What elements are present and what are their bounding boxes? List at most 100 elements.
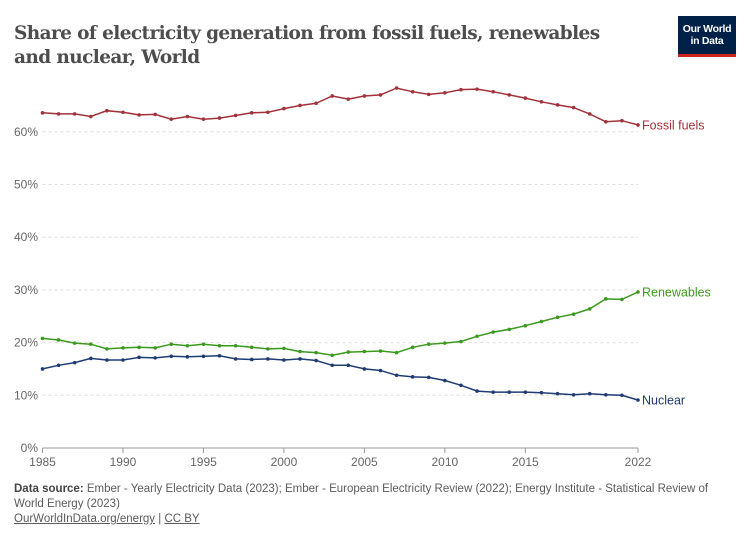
data-point-renewables (201, 342, 206, 346)
data-point-renewables (587, 307, 592, 311)
data-point-nuclear (362, 367, 367, 371)
data-point-nuclear (426, 375, 431, 380)
y-tick-label: 40% (14, 230, 38, 244)
data-point-fossil-fuels (636, 123, 640, 127)
source-label: Data source: (14, 483, 84, 495)
line-chart: 0% 10% 20% 30% 40% 50% 60% 1985 1990 1995 2000 2005… (14, 86, 711, 469)
data-point-fossil-fuels (282, 106, 286, 111)
data-point-nuclear (604, 392, 608, 397)
data-point-nuclear (153, 356, 157, 360)
data-point-nuclear (266, 357, 270, 361)
data-point-nuclear (201, 354, 206, 359)
data-point-fossil-fuels (314, 101, 318, 106)
footer: Data source: Ember - Yearly Electricity … (14, 482, 714, 527)
data-point-nuclear (346, 363, 351, 368)
data-point-fossil-fuels (539, 99, 544, 104)
data-point-fossil-fuels (426, 92, 431, 97)
data-point-renewables (491, 330, 495, 334)
data-point-fossil-fuels (394, 86, 399, 90)
data-point-fossil-fuels (105, 108, 109, 113)
data-point-renewables (169, 342, 174, 346)
y-tick-label: 50% (14, 178, 38, 192)
data-point-fossil-fuels (88, 114, 93, 119)
x-tick-label: 2015 (512, 455, 539, 469)
data-point-fossil-fuels (249, 111, 254, 115)
data-point-nuclear (40, 367, 45, 371)
data-point-fossil-fuels (620, 118, 624, 123)
data-point-fossil-fuels (233, 113, 238, 118)
chart-title: Share of electricity generation from fos… (14, 23, 600, 68)
data-point-renewables (56, 338, 61, 342)
data-point-fossil-fuels (491, 89, 495, 94)
data-point-nuclear (121, 358, 125, 362)
owid-logo[interactable]: Our World in Data (678, 16, 736, 57)
data-point-nuclear (298, 357, 302, 361)
data-point-nuclear (459, 383, 463, 388)
y-tick-label: 10% (14, 388, 38, 402)
data-point-nuclear (571, 392, 576, 397)
data-point-renewables (410, 345, 415, 350)
data-point-fossil-fuels (587, 112, 592, 116)
data-point-fossil-fuels (169, 117, 174, 121)
data-point-renewables (426, 342, 431, 346)
logo-line-1: Our World (682, 23, 732, 35)
series-label-nuclear: Nuclear (642, 394, 685, 408)
data-point-renewables (121, 346, 125, 350)
x-tick-label: 2005 (351, 455, 378, 469)
data-point-nuclear (620, 393, 624, 398)
data-point-nuclear (233, 357, 238, 361)
x-tick-label: 2010 (432, 455, 459, 469)
data-point-nuclear (410, 375, 415, 379)
data-point-fossil-fuels (298, 103, 302, 108)
x-tick-label: 1995 (190, 455, 217, 469)
energy-link[interactable]: OurWorldInData.org/energy (14, 513, 156, 525)
data-point-fossil-fuels (571, 105, 576, 110)
series-label-fossil-fuels: Fossil fuels (642, 118, 705, 132)
data-point-fossil-fuels (410, 89, 415, 94)
data-point-fossil-fuels (153, 112, 157, 117)
data-point-fossil-fuels (185, 114, 190, 119)
data-point-renewables (233, 343, 238, 348)
data-point-fossil-fuels (362, 94, 367, 98)
data-point-renewables (137, 345, 141, 350)
data-point-fossil-fuels (121, 110, 125, 115)
data-point-nuclear (475, 389, 479, 393)
data-point-nuclear (185, 355, 190, 359)
data-point-fossil-fuels (40, 111, 45, 115)
data-point-renewables (298, 349, 302, 354)
data-point-nuclear (105, 358, 109, 362)
data-point-fossil-fuels (523, 96, 528, 100)
data-point-fossil-fuels (507, 93, 512, 97)
series-line-fossil-fuels (42, 87, 639, 126)
logo-line-2: in Data (690, 35, 724, 47)
data-point-renewables (507, 327, 512, 332)
data-point-nuclear (394, 373, 399, 378)
data-point-fossil-fuels (346, 97, 351, 101)
license-link[interactable]: CC BY (164, 513, 200, 525)
data-point-renewables (282, 346, 286, 351)
data-point-nuclear (330, 363, 335, 368)
data-point-renewables (475, 334, 479, 339)
data-point-nuclear (539, 390, 544, 395)
data-point-fossil-fuels (330, 94, 335, 98)
data-point-nuclear (587, 391, 592, 396)
data-point-nuclear (555, 391, 560, 396)
data-point-renewables (523, 323, 528, 328)
x-tick-label: 1985 (29, 455, 56, 469)
data-point-renewables (362, 349, 367, 354)
data-point-renewables (378, 349, 383, 353)
data-point-fossil-fuels (217, 116, 222, 120)
data-point-renewables (88, 342, 93, 346)
data-point-fossil-fuels (137, 113, 141, 117)
y-tick-label: 60% (14, 125, 38, 139)
data-point-nuclear (72, 360, 77, 365)
y-tick-label: 30% (14, 283, 38, 297)
data-point-renewables (314, 350, 318, 355)
data-point-fossil-fuels (604, 119, 608, 124)
data-point-nuclear (314, 358, 318, 363)
data-point-renewables (459, 339, 463, 344)
data-point-nuclear (169, 354, 174, 359)
data-point-nuclear (137, 355, 141, 360)
data-point-fossil-fuels (459, 87, 463, 92)
series-label-renewables: Renewables (642, 286, 711, 300)
